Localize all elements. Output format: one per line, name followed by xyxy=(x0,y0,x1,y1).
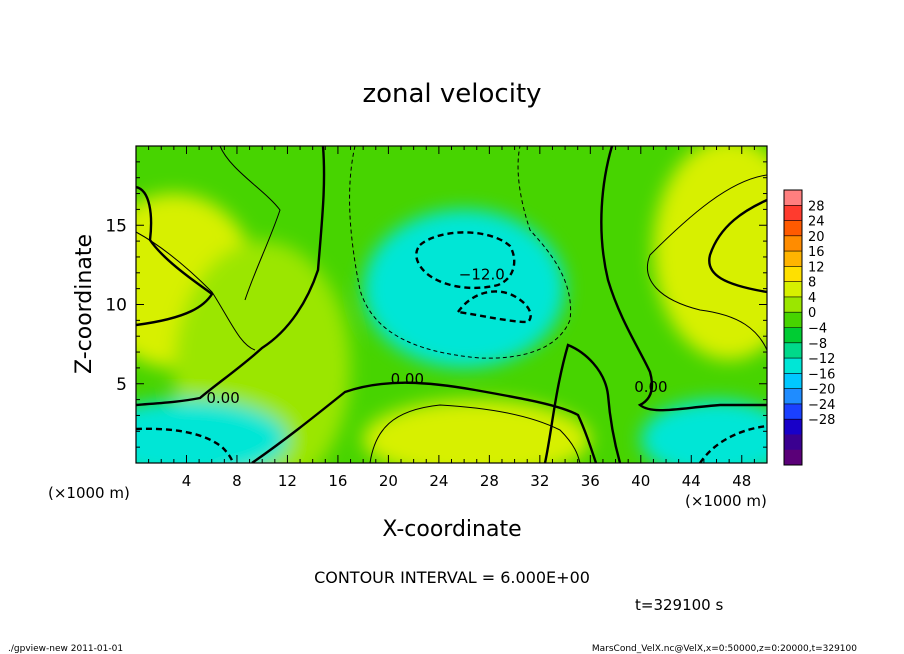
chart-title: zonal velocity xyxy=(362,79,541,109)
zero-contour-ridge xyxy=(543,343,622,463)
neg12-contour-bottom-left xyxy=(136,427,235,463)
neg12-contour-bottom-right xyxy=(699,424,767,463)
y-tick-label: 5 xyxy=(116,375,127,395)
colorbar-swatch xyxy=(784,296,802,313)
footer-left: ./gpview-new 2011-01-01 xyxy=(8,644,123,654)
colorbar-swatch xyxy=(784,358,802,374)
colorbar-label: −24 xyxy=(808,398,835,413)
zero-contour-right xyxy=(600,146,767,412)
field-region xyxy=(363,399,591,463)
colorbar xyxy=(783,189,803,466)
field-region xyxy=(653,146,767,360)
pos6-contour-right xyxy=(647,174,767,351)
colorbar-swatch xyxy=(784,205,802,222)
colorbar-swatch xyxy=(784,373,802,390)
contour-label: 0.00 xyxy=(391,370,424,388)
x-tick-label: 20 xyxy=(379,472,398,490)
zero-contour-center xyxy=(251,381,598,463)
colorbar-swatch xyxy=(784,342,802,359)
colorbar-label: −28 xyxy=(808,413,835,428)
colorbar-label: −12 xyxy=(808,352,835,367)
contour-label: 0.00 xyxy=(206,389,239,407)
x-tick-label: 48 xyxy=(732,472,751,490)
plot-area: 0.00 0.00 0.00 −12.0 xyxy=(136,146,767,463)
colorbar-label: 12 xyxy=(808,260,825,275)
neg12-contour-lower xyxy=(455,290,532,324)
colorbar-swatch xyxy=(784,327,802,344)
pos6-contour-left xyxy=(136,231,256,351)
colorbar-swatch xyxy=(784,251,802,267)
colorbar-swatch xyxy=(784,266,802,283)
x-axis-label: X-coordinate xyxy=(382,517,521,542)
pos6-contour-bottom xyxy=(369,404,581,463)
zero-contour-mid xyxy=(136,146,326,407)
x-tick-label: 32 xyxy=(530,472,549,490)
x-tick-label: 36 xyxy=(581,472,600,490)
colorbar-swatch xyxy=(784,281,802,298)
colorbar-label: −16 xyxy=(808,367,835,382)
contour-interval-note: CONTOUR INTERVAL = 6.000E+00 xyxy=(314,568,590,587)
y-tick-label: 15 xyxy=(105,216,127,236)
contour-lines xyxy=(136,146,767,463)
x-tick-label: 4 xyxy=(182,472,192,490)
field-region xyxy=(363,209,566,368)
x-axis: 4 8 12 16 20 24 28 32 36 40 44 48 xyxy=(135,146,768,490)
x-tick-label: 24 xyxy=(429,472,448,490)
field-region xyxy=(136,399,288,463)
neg12-contour-upper xyxy=(415,231,516,290)
contour-label: 0.00 xyxy=(634,378,667,396)
colorbar-swatch xyxy=(784,190,802,206)
colorbar-label: 8 xyxy=(808,276,816,291)
colorbar-label: 20 xyxy=(808,230,825,245)
y-tick-label: 10 xyxy=(105,296,127,316)
colorbar-swatch xyxy=(784,235,802,252)
neg6-contour-center xyxy=(349,146,572,359)
x-unit-note-left: (×1000 m) xyxy=(48,484,130,502)
time-label: t=329100 s xyxy=(635,596,723,614)
x-tick-label: 12 xyxy=(278,472,297,490)
colorbar-swatch xyxy=(784,220,802,237)
colorbar-label: −4 xyxy=(808,322,827,337)
x-tick-label: 28 xyxy=(480,472,499,490)
zero-contour-right-top xyxy=(708,198,767,294)
zero-contour-left xyxy=(136,185,214,327)
colorbar-label: 24 xyxy=(808,215,825,230)
x-tick-label: 16 xyxy=(328,472,347,490)
colorbar-label: −8 xyxy=(808,337,827,352)
y-axis: 5 10 15 xyxy=(105,145,767,464)
x-tick-label: 8 xyxy=(232,472,242,490)
x-tick-label: 40 xyxy=(631,472,650,490)
colorbar-label: −20 xyxy=(808,383,835,398)
y-axis-label: Z-coordinate xyxy=(72,234,97,374)
field-region xyxy=(640,399,767,463)
x-unit-note-right: (×1000 m) xyxy=(685,492,767,510)
colorbar-swatch xyxy=(784,434,802,451)
colorbar-swatch xyxy=(784,312,802,328)
footer-right: MarsCond_VelX.nc@VelX,x=0:50000,z=0:2000… xyxy=(592,644,857,654)
contour-label: −12.0 xyxy=(459,265,505,283)
x-tick-label: 44 xyxy=(682,472,701,490)
colorbar-label: 16 xyxy=(808,245,825,260)
colorbar-swatch xyxy=(784,419,802,435)
colorbar-label: 4 xyxy=(808,291,816,306)
colorbar-swatch xyxy=(784,388,802,405)
colorbar-swatch xyxy=(784,403,802,420)
pos6-contour-top xyxy=(219,146,281,301)
colorbar-swatch xyxy=(784,449,802,466)
contour-labels: 0.00 0.00 0.00 −12.0 xyxy=(206,265,667,407)
colorbar-label: 28 xyxy=(808,199,825,214)
colorbar-label: 0 xyxy=(808,306,816,321)
